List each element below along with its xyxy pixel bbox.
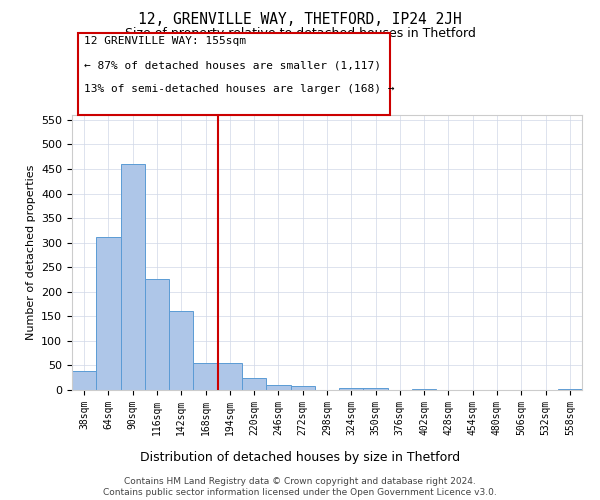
- Text: Contains HM Land Registry data © Crown copyright and database right 2024.: Contains HM Land Registry data © Crown c…: [124, 476, 476, 486]
- Text: 13% of semi-detached houses are larger (168) →: 13% of semi-detached houses are larger (…: [84, 84, 395, 94]
- Bar: [558, 388, 582, 390]
- Text: Distribution of detached houses by size in Thetford: Distribution of detached houses by size …: [140, 451, 460, 464]
- Text: Size of property relative to detached houses in Thetford: Size of property relative to detached ho…: [125, 28, 475, 40]
- Bar: [364, 388, 388, 390]
- Bar: [218, 362, 242, 390]
- Bar: [339, 388, 364, 390]
- Text: 12, GRENVILLE WAY, THETFORD, IP24 2JH: 12, GRENVILLE WAY, THETFORD, IP24 2JH: [138, 12, 462, 28]
- Bar: [290, 386, 315, 390]
- Bar: [72, 372, 96, 390]
- Text: ← 87% of detached houses are smaller (1,117): ← 87% of detached houses are smaller (1,…: [84, 60, 381, 70]
- Bar: [121, 164, 145, 390]
- Bar: [193, 363, 218, 390]
- Bar: [266, 385, 290, 390]
- Bar: [242, 378, 266, 390]
- Bar: [145, 279, 169, 390]
- Bar: [96, 237, 121, 390]
- Bar: [412, 388, 436, 390]
- Text: Contains public sector information licensed under the Open Government Licence v3: Contains public sector information licen…: [103, 488, 497, 497]
- Text: 12 GRENVILLE WAY: 155sqm: 12 GRENVILLE WAY: 155sqm: [84, 36, 246, 46]
- Y-axis label: Number of detached properties: Number of detached properties: [26, 165, 35, 340]
- Bar: [169, 312, 193, 390]
